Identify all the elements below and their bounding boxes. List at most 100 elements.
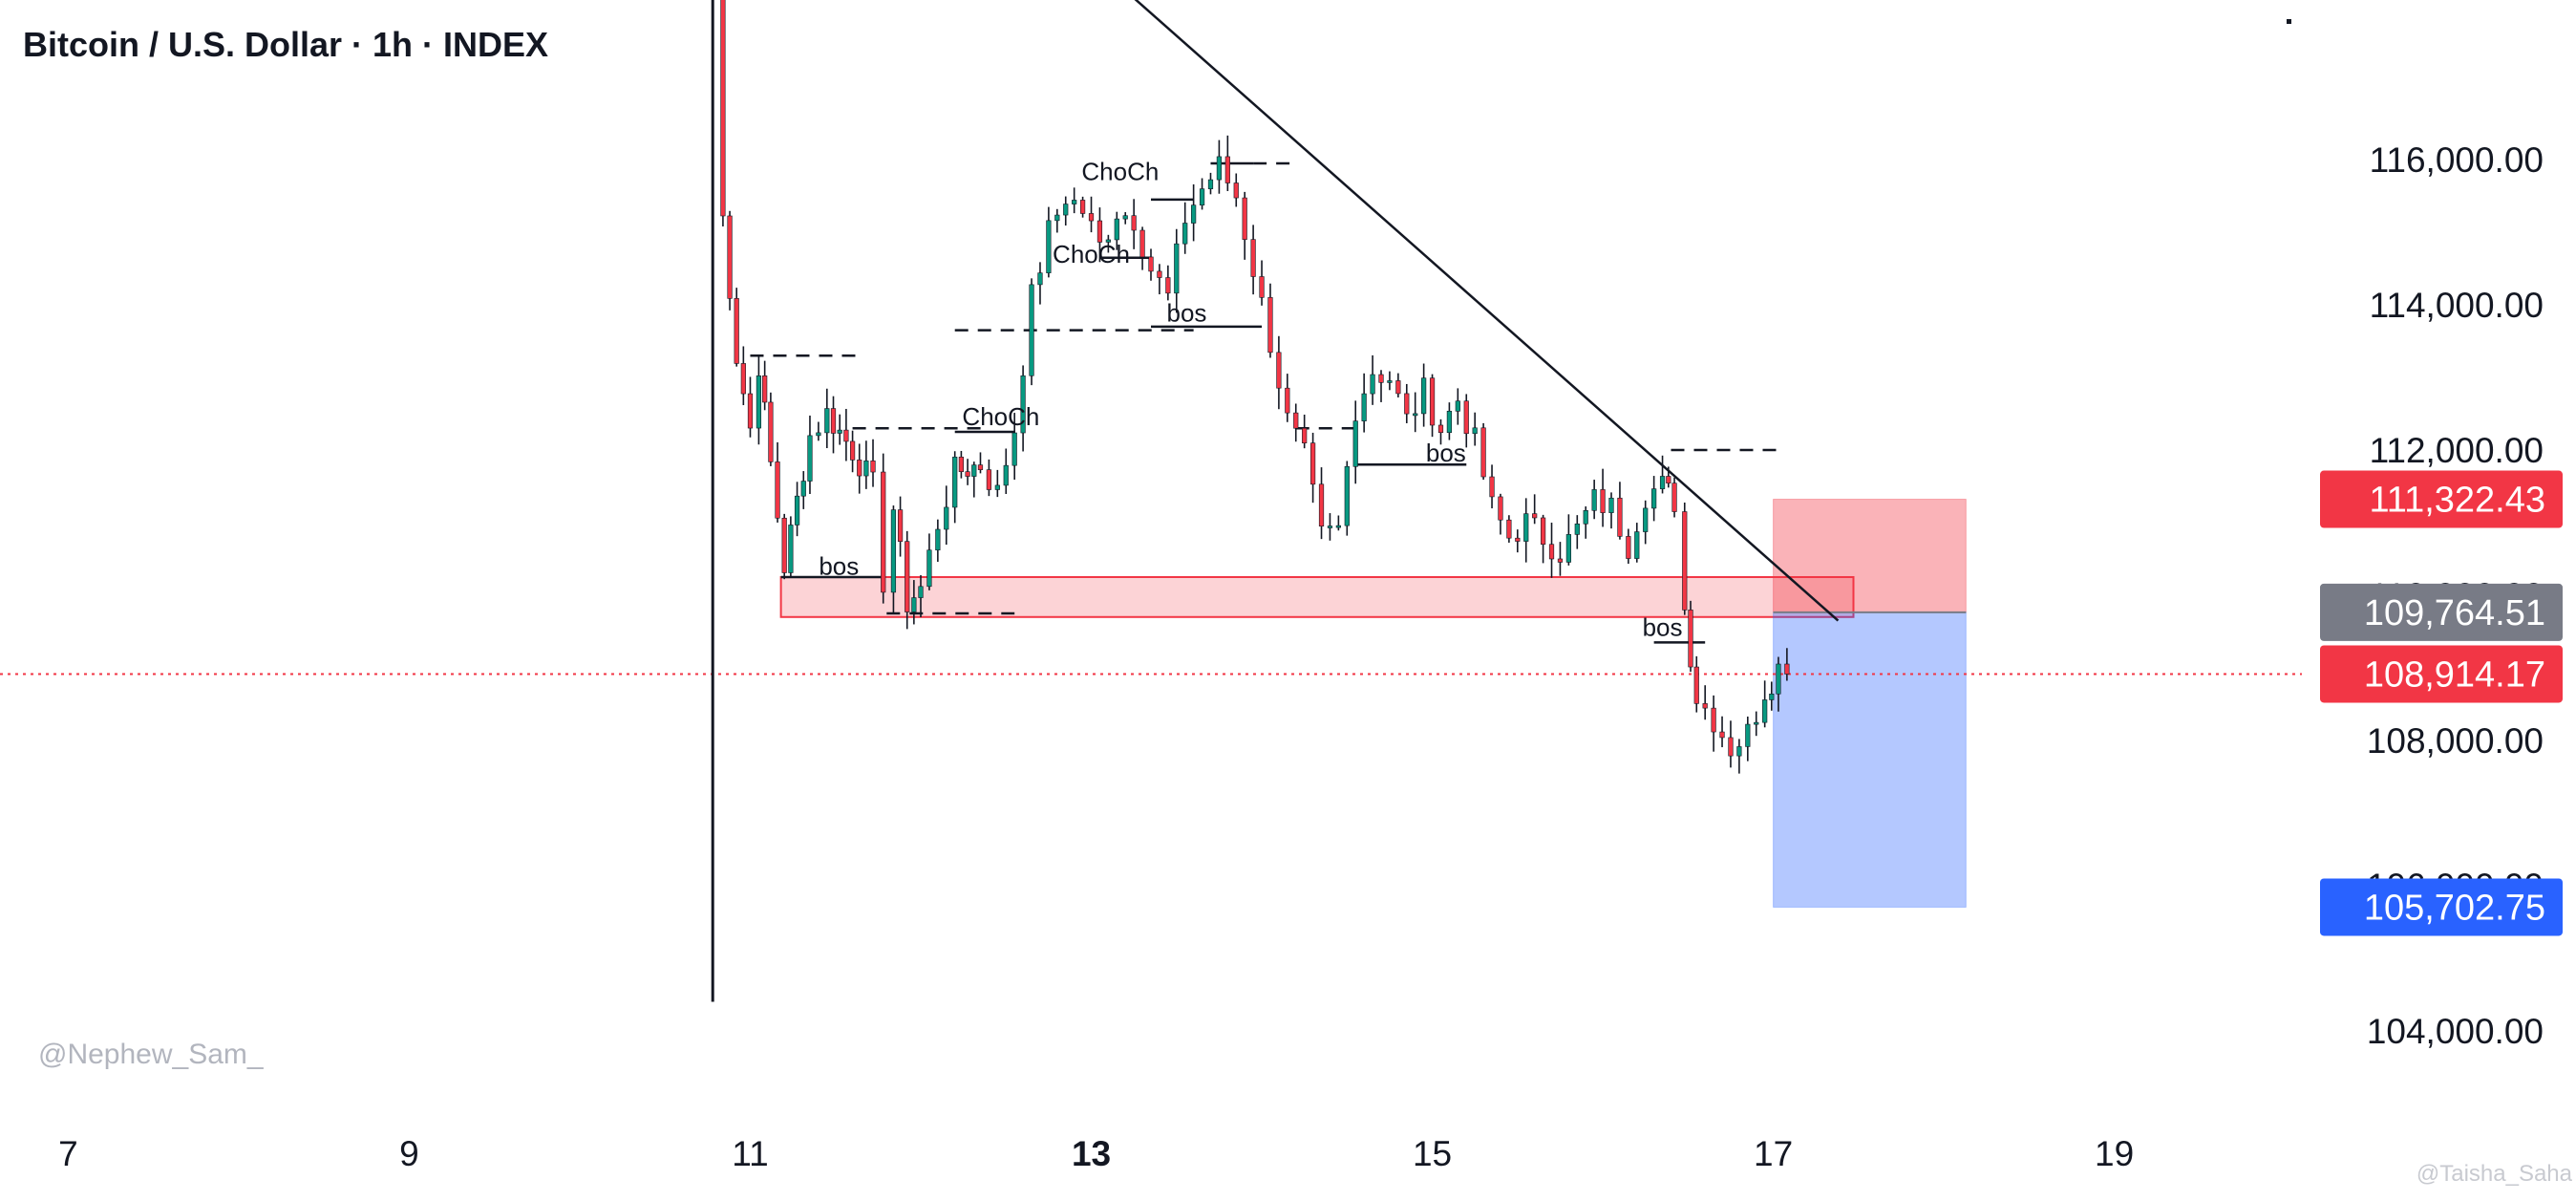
short-position-layer bbox=[0, 499, 2302, 908]
candle-up bbox=[1472, 427, 1478, 435]
price-tag-label: 111,322.43 bbox=[2369, 481, 2545, 521]
candle-up bbox=[944, 506, 949, 530]
candle-up bbox=[1207, 179, 1214, 189]
candle-up bbox=[1327, 525, 1333, 528]
candle-down bbox=[1626, 536, 1631, 559]
candle-down bbox=[762, 375, 768, 403]
structure-label: bos bbox=[1643, 613, 1683, 642]
x-tick-label: 19 bbox=[2095, 1134, 2134, 1173]
structure-label: ChoCh bbox=[1081, 157, 1159, 185]
price-tag-box bbox=[2320, 583, 2563, 641]
candle-down bbox=[1784, 663, 1790, 675]
candle-down bbox=[986, 469, 992, 490]
candle-up bbox=[1413, 413, 1418, 417]
candle-up bbox=[926, 549, 932, 588]
candle-down bbox=[1233, 182, 1239, 199]
candle-down bbox=[1506, 519, 1512, 539]
candle-down bbox=[1318, 483, 1325, 527]
candle-up bbox=[1370, 374, 1375, 395]
x-tick-label: 7 bbox=[58, 1134, 78, 1173]
candle-down bbox=[881, 471, 886, 593]
y-tick-label: 108,000.00 bbox=[2367, 721, 2544, 761]
candle-down bbox=[897, 509, 904, 542]
candle-up bbox=[1754, 721, 1759, 725]
candle-up bbox=[935, 528, 941, 551]
candle-up bbox=[911, 597, 917, 612]
x-tick-label: 13 bbox=[1072, 1134, 1111, 1173]
candle-down bbox=[958, 457, 965, 472]
candle-up bbox=[1344, 465, 1350, 526]
candle-up bbox=[994, 484, 1000, 490]
candle-up bbox=[1643, 507, 1649, 532]
candle-up bbox=[1446, 411, 1453, 434]
candle-down bbox=[1267, 297, 1273, 354]
candle-up bbox=[1634, 531, 1640, 559]
time-axis[interactable]: 7 9 11 13 15 17 19 bbox=[58, 1134, 2134, 1173]
candle-up bbox=[1029, 284, 1034, 376]
candle-down bbox=[843, 429, 849, 442]
price-tags-layer: 111,322.43 109,764.51 108,914.17 105,702.75 bbox=[2320, 470, 2563, 936]
demand-zone-layer bbox=[779, 575, 1855, 618]
candle-up bbox=[1105, 239, 1111, 243]
candle-down bbox=[1702, 703, 1708, 709]
structure-label: ChoCh bbox=[1053, 240, 1130, 268]
price-tag-box bbox=[2320, 645, 2563, 703]
corner-watermark: @Taisha_Saha bbox=[2416, 1161, 2572, 1187]
structure-label: bos bbox=[1426, 439, 1466, 467]
candle-down bbox=[1671, 483, 1677, 512]
candle-up bbox=[1054, 214, 1060, 222]
stop-loss-area bbox=[1773, 499, 1967, 613]
candle-down bbox=[1079, 200, 1086, 214]
candle-down bbox=[849, 440, 856, 461]
candle-down bbox=[1148, 256, 1154, 272]
candle-down bbox=[1139, 229, 1145, 258]
price-tag-label: 108,914.17 bbox=[2364, 654, 2545, 695]
candle-up bbox=[824, 408, 830, 434]
candle-down bbox=[740, 363, 746, 395]
candle-up bbox=[863, 461, 869, 477]
candle-down bbox=[1463, 400, 1469, 435]
candle-down bbox=[1540, 517, 1546, 546]
candle-down bbox=[1404, 393, 1410, 415]
price-tag-box bbox=[2320, 878, 2563, 936]
candle-down bbox=[1532, 513, 1538, 519]
candle-up bbox=[756, 375, 762, 429]
candle-down bbox=[1309, 442, 1316, 485]
candle-down bbox=[977, 464, 984, 470]
candle-down bbox=[768, 401, 774, 462]
candle-down bbox=[1088, 213, 1095, 222]
candle-down bbox=[1224, 156, 1230, 183]
candle-down bbox=[1096, 220, 1103, 243]
candle-up bbox=[1046, 220, 1052, 273]
candle-up bbox=[952, 457, 958, 508]
candle-down bbox=[965, 471, 970, 477]
candle-down bbox=[1480, 427, 1486, 478]
candle-down bbox=[830, 408, 837, 434]
annotation-labels-layer: bos ChoCh ChoCh ChoCh bos bos bos bbox=[819, 157, 1682, 641]
candle-up bbox=[1736, 746, 1742, 757]
candle-down bbox=[1728, 737, 1734, 757]
candle-down bbox=[1165, 277, 1171, 294]
candle-up bbox=[890, 509, 897, 593]
candle-down bbox=[1250, 239, 1256, 277]
candle-up bbox=[1769, 693, 1775, 700]
candle-down bbox=[1711, 707, 1716, 733]
candle-down bbox=[1515, 537, 1521, 542]
candle-down bbox=[781, 517, 787, 573]
price-tag-label: 109,764.51 bbox=[2364, 593, 2545, 633]
candle-up bbox=[1037, 272, 1043, 286]
candle-up bbox=[1762, 699, 1768, 723]
candle-up bbox=[1361, 393, 1367, 421]
candle-down bbox=[1293, 412, 1299, 429]
candle-down bbox=[720, 0, 726, 217]
candle-up bbox=[1011, 432, 1017, 466]
candle-up bbox=[1523, 513, 1529, 542]
candle-up bbox=[1191, 204, 1197, 224]
candle-down bbox=[1429, 377, 1436, 426]
y-tick-label: 104,000.00 bbox=[2367, 1012, 2544, 1051]
candle-down bbox=[1395, 380, 1401, 395]
candle-down bbox=[1719, 731, 1725, 739]
corner-dot-icon bbox=[2287, 19, 2291, 24]
candle-down bbox=[1617, 497, 1623, 537]
